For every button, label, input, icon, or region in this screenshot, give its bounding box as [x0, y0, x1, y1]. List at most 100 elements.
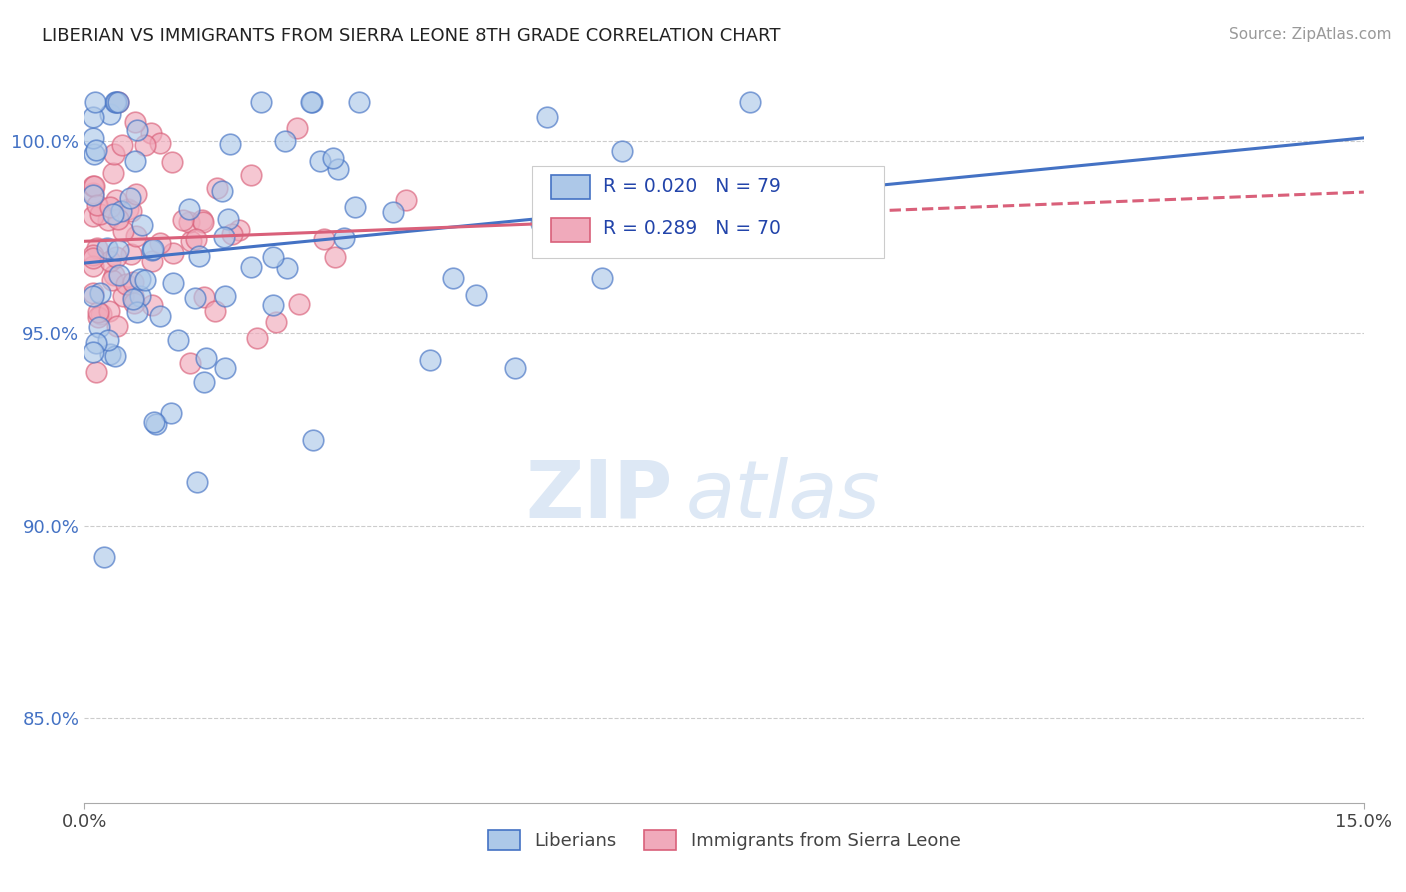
Point [82, 289, 104, 303]
Point [111, 288, 134, 302]
Point [228, 223, 250, 237]
Point [214, 361, 236, 376]
Point [205, 180, 228, 194]
Point [107, 95, 129, 110]
Point [309, 154, 332, 169]
Point [591, 271, 613, 285]
Point [536, 110, 558, 124]
Point [82, 285, 104, 300]
Point [110, 204, 132, 219]
Point [187, 249, 209, 263]
Point [100, 273, 122, 287]
Point [738, 95, 761, 110]
Point [609, 237, 631, 252]
Text: LIBERIAN VS IMMIGRANTS FROM SIERRA LEONE 8TH GRADE CORRELATION CHART: LIBERIAN VS IMMIGRANTS FROM SIERRA LEONE… [42, 27, 780, 45]
Point [299, 95, 322, 110]
Point [101, 207, 124, 221]
Point [204, 304, 226, 318]
Point [122, 275, 145, 289]
Point [82, 259, 104, 273]
Point [83, 147, 105, 161]
Point [172, 213, 194, 227]
Point [162, 276, 184, 290]
Point [125, 229, 148, 244]
Text: atlas: atlas [686, 457, 880, 534]
Point [89, 285, 111, 300]
Point [636, 194, 658, 208]
Point [129, 272, 152, 286]
Point [239, 168, 262, 182]
Point [124, 114, 146, 128]
Point [179, 202, 201, 217]
Point [221, 227, 243, 241]
Point [325, 250, 347, 264]
Point [166, 334, 188, 348]
Point [149, 309, 172, 323]
Point [86, 198, 108, 212]
Point [115, 277, 138, 291]
Point [134, 273, 156, 287]
Point [120, 203, 142, 218]
Point [97, 333, 120, 347]
Point [141, 254, 163, 268]
Point [143, 415, 166, 429]
Point [193, 375, 215, 389]
Point [107, 243, 129, 257]
Point [145, 417, 167, 431]
Point [160, 154, 183, 169]
Point [262, 250, 284, 264]
Bar [551, 218, 589, 242]
Point [83, 179, 105, 194]
Point [530, 216, 553, 230]
Point [86, 304, 108, 318]
Point [124, 154, 146, 169]
Point [82, 186, 104, 200]
Point [98, 254, 121, 268]
Point [97, 213, 120, 227]
Point [266, 315, 288, 329]
Point [122, 292, 145, 306]
Point [89, 206, 111, 220]
Point [103, 268, 125, 282]
Point [180, 235, 202, 249]
Point [179, 356, 201, 370]
Point [285, 120, 308, 135]
Point [184, 232, 207, 246]
Point [107, 268, 129, 282]
Point [86, 242, 108, 256]
Point [382, 204, 405, 219]
Point [105, 319, 128, 334]
Point [419, 353, 441, 368]
Bar [551, 175, 589, 200]
Point [250, 95, 273, 110]
Point [127, 304, 149, 318]
Text: ZIP: ZIP [526, 457, 673, 534]
Point [121, 289, 143, 303]
Point [214, 289, 236, 303]
Point [87, 310, 110, 325]
Point [395, 194, 418, 208]
Point [90, 307, 112, 321]
Point [141, 244, 163, 258]
Point [240, 260, 263, 275]
Point [191, 215, 214, 229]
Point [82, 251, 104, 265]
Point [83, 95, 105, 110]
Point [326, 162, 349, 177]
Point [162, 245, 184, 260]
Point [84, 143, 107, 157]
FancyBboxPatch shape [531, 167, 884, 258]
Point [141, 298, 163, 312]
Point [149, 136, 172, 150]
Point [98, 304, 121, 318]
Point [344, 200, 367, 214]
Point [87, 319, 110, 334]
Point [212, 229, 235, 244]
Point [149, 236, 172, 251]
Point [82, 210, 104, 224]
Point [100, 347, 122, 361]
Point [104, 95, 127, 110]
Point [104, 250, 127, 264]
Point [288, 296, 311, 310]
Point [84, 336, 107, 351]
